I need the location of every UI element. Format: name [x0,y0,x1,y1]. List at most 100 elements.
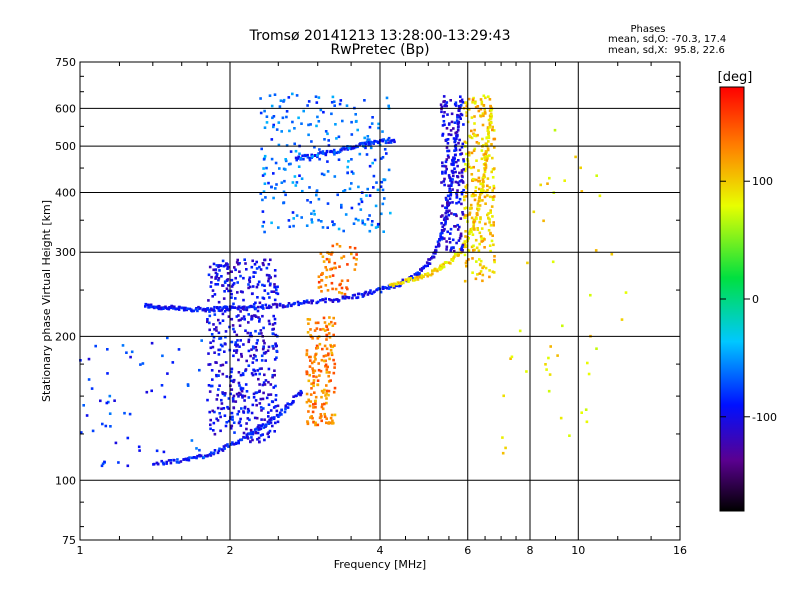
data-point [470,136,474,140]
data-point [442,229,445,232]
data-point [487,95,490,98]
data-point [256,425,260,429]
data-point [239,310,242,313]
data-point [457,122,460,126]
data-point [323,359,326,363]
data-point [227,289,230,293]
data-point [475,217,478,220]
data-point [323,321,327,324]
data-point [431,269,434,272]
data-point [249,304,253,308]
data-point [325,384,328,387]
data-point [383,148,387,151]
data-point [160,307,163,310]
data-point [210,384,214,388]
data-point [236,258,239,262]
data-point [114,441,118,445]
data-point [488,98,492,101]
data-point [169,461,173,465]
y-tick-label: 500 [55,140,76,153]
data-point [389,211,392,215]
data-point [330,351,334,355]
data-point [251,259,254,263]
data-point [107,400,110,404]
data-point [341,295,345,299]
data-point [237,410,241,413]
data-point [464,230,467,233]
data-point [306,104,309,107]
data-point [162,461,165,465]
data-point [395,284,399,288]
data-point [320,358,324,362]
data-point [441,225,444,229]
data-point [568,434,571,437]
data-point [372,141,375,145]
data-point [546,182,549,185]
data-point [271,344,274,348]
data-point [218,269,221,272]
data-point [448,187,451,190]
data-point [302,157,305,161]
data-point [315,193,318,197]
data-point [232,327,235,331]
data-point [450,246,453,250]
data-point [484,202,487,205]
data-point [492,137,496,141]
data-point [444,160,448,164]
data-point [471,101,474,104]
data-point [125,351,128,354]
data-point [459,95,462,98]
data-point [354,113,357,116]
data-point [300,122,303,125]
data-point [370,292,374,295]
data-point [251,292,254,295]
data-point [258,265,261,269]
data-point [372,186,375,189]
data-point [273,302,277,306]
data-point [451,259,455,262]
data-point [459,112,463,116]
data-point [270,185,273,189]
data-point [326,365,329,369]
data-point [254,271,257,274]
data-point [487,140,490,143]
data-point [334,287,338,291]
data-point [465,244,469,248]
data-point [326,160,329,163]
data-point [441,161,444,164]
data-point [471,98,475,101]
data-point [478,231,482,235]
data-point [368,214,371,217]
data-point [452,174,455,178]
data-point [329,298,332,302]
data-point [385,287,389,290]
data-point [243,394,247,398]
data-point [316,300,320,304]
data-point [328,298,331,301]
data-point [475,141,479,144]
data-point [441,132,445,136]
data-point [356,128,359,132]
x-tick-label: 16 [673,544,687,557]
data-point [483,107,486,111]
data-point [327,389,331,393]
data-point [296,157,300,160]
data-point [217,331,221,335]
data-point [477,169,480,172]
data-point [236,343,239,347]
data-point [316,337,320,340]
data-point [438,238,441,242]
data-point [346,263,349,266]
data-point [459,217,463,220]
data-point [328,316,331,319]
data-point [82,404,85,407]
data-point [312,403,315,406]
data-point [333,366,336,369]
data-point [446,201,449,205]
data-point [251,430,255,434]
data-point [350,158,353,161]
data-point [246,437,250,440]
data-point [182,308,186,312]
data-point [226,272,230,275]
